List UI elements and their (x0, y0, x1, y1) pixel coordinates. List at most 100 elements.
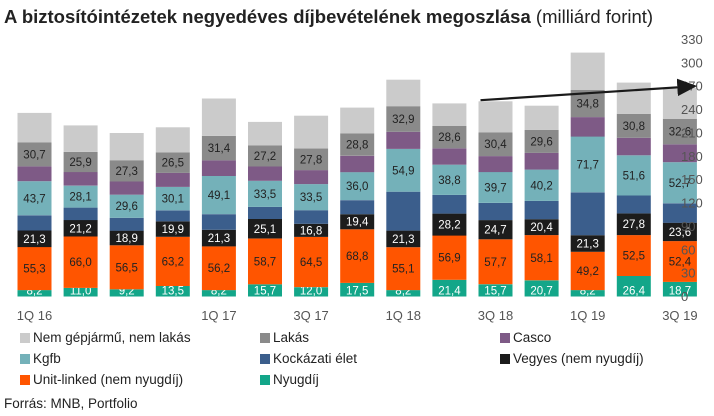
bar-segment (524, 280, 559, 297)
legend-label: Casco (513, 330, 552, 345)
bar-segment (63, 185, 98, 208)
bar-segment (386, 230, 421, 248)
bar-segment (386, 106, 421, 132)
legend-item: Vegyes (nem nyugdíj) (500, 351, 644, 366)
bar-segment (432, 164, 467, 195)
data-label: 56,9 (438, 253, 460, 265)
data-label: 27,3 (116, 166, 138, 178)
bar-segment (340, 200, 375, 215)
bar-segment (570, 290, 605, 297)
legend-label: Vegyes (nem nyugdíj) (513, 351, 644, 366)
bar-segment (201, 290, 236, 297)
bar-segment (386, 247, 421, 291)
bar-segment (524, 219, 559, 236)
bar-segment (662, 162, 697, 204)
chart-title-unit: (milliárd forint) (535, 6, 654, 27)
bar-segment (155, 127, 190, 153)
data-label: 26,5 (162, 158, 184, 170)
x-tick-label: 1Q 16 (17, 308, 52, 323)
data-label: 13,5 (162, 286, 184, 298)
bar-segment (662, 118, 697, 145)
bar-segment (616, 82, 651, 114)
y-tick-label: 60 (681, 242, 695, 257)
bar-segment (340, 172, 375, 201)
bar-segment (201, 135, 236, 161)
bar-segment (524, 129, 559, 153)
data-label: 23,6 (669, 227, 691, 239)
data-label: 11,0 (70, 286, 92, 298)
data-label: 21,3 (577, 239, 599, 251)
data-label: 28,8 (346, 140, 368, 152)
x-tick-label: 3Q 18 (478, 308, 513, 323)
bar-segment (478, 284, 513, 297)
legend-swatch (260, 375, 270, 385)
bar-segment (478, 239, 513, 285)
data-label: 51,6 (623, 170, 645, 182)
data-label: 40,2 (530, 180, 552, 192)
bar-segment (248, 284, 282, 297)
bar-segment (570, 52, 605, 90)
legend-swatch (500, 354, 510, 364)
bar-segment (248, 238, 282, 285)
data-label: 30,4 (484, 139, 507, 151)
data-label: 25,1 (254, 224, 276, 236)
bar-segment (524, 152, 559, 170)
bar-segment (478, 220, 513, 240)
bar-segment (386, 148, 421, 192)
bar-segment (248, 180, 282, 207)
data-label: 32,9 (392, 114, 414, 126)
bar-segment (17, 247, 52, 291)
bar-segment (386, 131, 421, 149)
data-label: 39,7 (484, 183, 506, 195)
x-tick-label: 3Q 19 (662, 308, 697, 323)
data-label: 68,8 (346, 251, 368, 263)
legend-label: Kgfb (33, 351, 61, 366)
bar-segment (524, 169, 559, 201)
bar-segment (155, 221, 190, 237)
legend-item: Unit-linked (nem nyugdíj) (20, 372, 183, 387)
data-label: 52,5 (623, 251, 645, 263)
bar-segment (155, 286, 190, 297)
bar-segment (109, 245, 144, 290)
bar-segment (616, 235, 651, 276)
bar-segment (386, 290, 421, 297)
bar-segment (386, 79, 421, 107)
bar-segment (432, 279, 467, 297)
bar-segment (432, 126, 467, 149)
bar-segment (248, 121, 282, 146)
bar-segment (63, 287, 98, 297)
x-tick-label: 1Q 19 (570, 308, 605, 323)
data-label: 66,0 (69, 257, 91, 269)
bar-segment (17, 215, 52, 231)
legend-swatch (500, 333, 510, 343)
bar-segment (570, 117, 605, 137)
bar-segment (248, 166, 282, 181)
bar-segment (294, 115, 329, 149)
y-tick-label: 180 (681, 149, 703, 164)
y-tick-label: 120 (681, 196, 703, 211)
data-label: 55,3 (23, 264, 45, 276)
bar-segment (109, 194, 144, 218)
data-label: 49,1 (208, 190, 230, 202)
data-label: 64,5 (300, 257, 322, 269)
bar-segment (662, 203, 697, 223)
y-tick-label: 300 (681, 55, 703, 70)
bar-segment (109, 230, 144, 246)
chart-title-main: A biztosítóintézetek negyedéves díjbevét… (4, 6, 531, 27)
bar-segment (294, 184, 329, 211)
bar-segment (109, 289, 144, 297)
legend-swatch (20, 333, 30, 343)
data-label: 52,7 (669, 178, 691, 190)
bar-segment (616, 213, 651, 236)
legend-item: Nem gépjármű, nem lakás (20, 330, 191, 345)
data-label: 63,2 (162, 256, 184, 268)
y-tick-label: 30 (681, 266, 695, 281)
bar-segment (201, 214, 236, 230)
data-label: 26,4 (623, 286, 646, 298)
data-label: 58,1 (530, 253, 552, 265)
data-label: 28,6 (438, 132, 460, 144)
bar-segment (109, 181, 144, 195)
legend-label: Unit-linked (nem nyugdíj) (33, 372, 184, 387)
source-note: Forrás: MNB, Portfolio (4, 396, 138, 411)
data-label: 30,8 (623, 121, 645, 133)
